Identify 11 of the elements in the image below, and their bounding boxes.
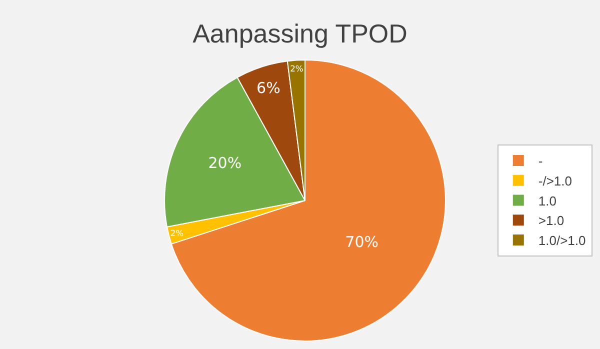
legend-label: - [538, 154, 543, 169]
data-label: 6% [256, 78, 280, 97]
legend-label: 1.0 [538, 193, 556, 208]
data-label: 2% [170, 228, 184, 238]
chart-title: Aanpassing TPOD [192, 18, 408, 49]
legend-label: >1.0 [538, 213, 564, 228]
legend-label: -/>1.0 [538, 173, 572, 188]
data-label: 70% [345, 232, 379, 251]
data-label: 20% [208, 154, 242, 172]
legend-label: 1.0/>1.0 [538, 233, 586, 248]
data-label: 2% [290, 63, 304, 74]
